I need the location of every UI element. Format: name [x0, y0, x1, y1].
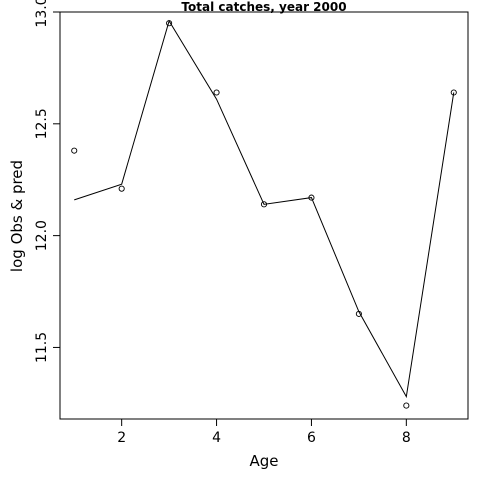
plot-frame: [59, 11, 469, 420]
y-tick-label: 11.5: [34, 332, 50, 363]
y-tick-label: 12.5: [34, 108, 50, 139]
x-tick-label: 6: [307, 430, 316, 446]
y-axis-label: log Obs & pred: [8, 160, 26, 272]
pred-line: [74, 19, 455, 399]
obs-point: [403, 402, 410, 409]
chart-title: Total catches, year 2000: [181, 0, 346, 14]
x-tick-label: 4: [212, 430, 221, 446]
y-tick-label: 12.0: [34, 220, 50, 251]
x-axis-label: Age: [249, 452, 278, 470]
obs-point: [213, 89, 220, 96]
series-layer: [71, 19, 457, 409]
obs-point: [118, 185, 125, 192]
y-axis: 11.5 12.0 12.5 13.0: [34, 0, 61, 363]
y-tick-label: 13.0: [34, 0, 50, 28]
x-axis: 2 4 6 8: [117, 418, 411, 446]
x-tick-label: 2: [117, 430, 126, 446]
x-tick-label: 8: [402, 430, 411, 446]
obs-point: [71, 147, 78, 154]
